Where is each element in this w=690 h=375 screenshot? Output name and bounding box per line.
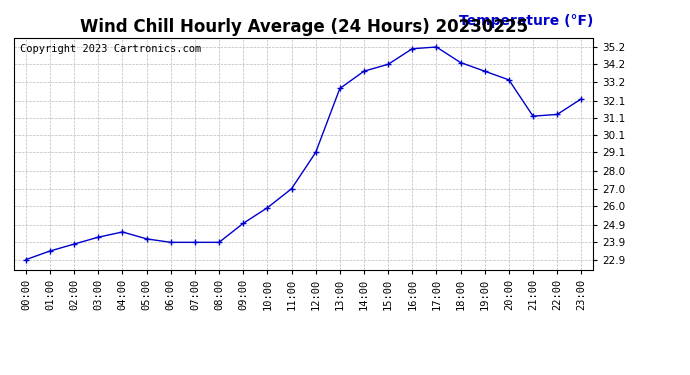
Title: Wind Chill Hourly Average (24 Hours) 20230225: Wind Chill Hourly Average (24 Hours) 202… xyxy=(79,18,528,36)
Text: Temperature (°F): Temperature (°F) xyxy=(459,14,593,28)
Text: Copyright 2023 Cartronics.com: Copyright 2023 Cartronics.com xyxy=(19,45,201,54)
